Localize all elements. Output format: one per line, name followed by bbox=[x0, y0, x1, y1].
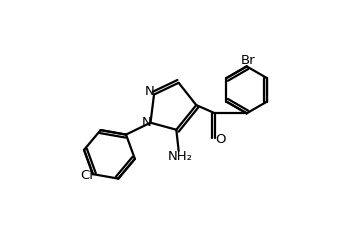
Text: NH₂: NH₂ bbox=[167, 150, 192, 163]
Text: N: N bbox=[145, 85, 155, 98]
Text: O: O bbox=[215, 133, 226, 146]
Text: Br: Br bbox=[241, 54, 255, 67]
Text: N: N bbox=[142, 116, 152, 129]
Text: Cl: Cl bbox=[80, 169, 93, 182]
